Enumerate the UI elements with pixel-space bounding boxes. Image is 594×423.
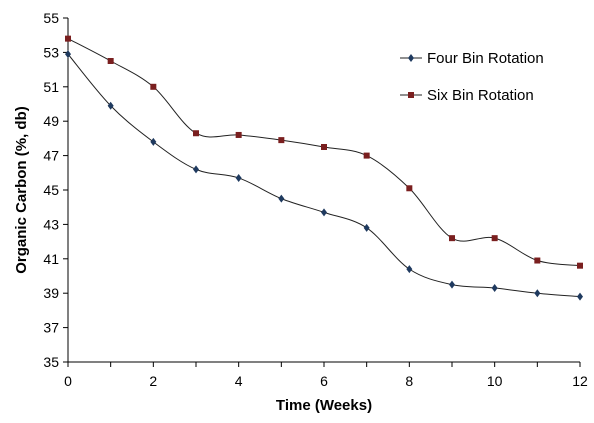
y-tick-label: 35 [43, 354, 59, 370]
x-axis-title: Time (Weeks) [276, 397, 372, 414]
data-point [534, 257, 541, 264]
axes: 35 37 39 41 43 45 47 49 51 53 55 0 2 4 6 8 10 12 [43, 10, 588, 389]
legend-label: Six Bin Rotation [427, 87, 534, 104]
y-tick-label: 53 [43, 44, 59, 60]
y-ticks: 35 37 39 41 43 45 47 49 51 53 55 [43, 10, 68, 370]
x-tick-label: 10 [487, 373, 503, 389]
y-axis-title: Organic Carbon (%, db) [13, 106, 30, 274]
data-point [278, 137, 285, 144]
data-point [534, 289, 541, 298]
data-point [150, 83, 157, 90]
series-four-bin-rotation [65, 50, 583, 301]
data-point [321, 144, 327, 150]
x-tick-label: 2 [149, 373, 157, 389]
series-six-bin-rotation [65, 35, 583, 269]
data-point [363, 152, 370, 159]
y-tick-label: 45 [43, 182, 59, 198]
data-point [235, 131, 242, 138]
data-point [491, 284, 498, 293]
x-tick-label: 12 [572, 373, 588, 389]
y-tick-label: 43 [43, 216, 59, 232]
y-tick-label: 47 [43, 148, 59, 164]
data-point [491, 235, 498, 242]
x-tick-label: 0 [64, 373, 72, 389]
data-point [65, 35, 71, 42]
data-point [150, 137, 157, 146]
data-point [406, 185, 413, 192]
y-tick-label: 51 [43, 79, 59, 95]
x-tick-label: 8 [405, 373, 413, 389]
data-point [235, 173, 242, 182]
legend: Four Bin Rotation Six Bin Rotation [400, 50, 544, 104]
x-ticks: 0 2 4 6 8 10 12 [64, 362, 588, 389]
y-tick-label: 41 [43, 251, 59, 267]
legend-label: Four Bin Rotation [427, 50, 544, 67]
data-point [449, 235, 455, 242]
legend-swatch-marker [408, 54, 414, 62]
data-point [107, 101, 114, 110]
data-point [278, 194, 285, 203]
data-point [577, 262, 583, 269]
data-point [449, 280, 455, 289]
y-tick-label: 55 [43, 10, 59, 26]
x-tick-label: 6 [320, 373, 328, 389]
legend-swatch-marker [408, 92, 414, 98]
data-point [193, 130, 199, 137]
legend-item: Four Bin Rotation [400, 50, 544, 67]
y-tick-label: 39 [43, 285, 59, 301]
y-tick-label: 37 [43, 320, 59, 336]
series-layer [65, 35, 583, 301]
data-point [321, 208, 327, 217]
legend-item: Six Bin Rotation [400, 87, 534, 104]
y-tick-label: 49 [43, 113, 59, 129]
data-point [363, 223, 370, 232]
data-point [193, 165, 199, 174]
data-point [107, 58, 114, 64]
series-line [67, 38, 581, 267]
data-point [65, 50, 71, 59]
data-point [577, 292, 583, 301]
x-tick-label: 4 [235, 373, 243, 389]
data-point [406, 265, 413, 274]
